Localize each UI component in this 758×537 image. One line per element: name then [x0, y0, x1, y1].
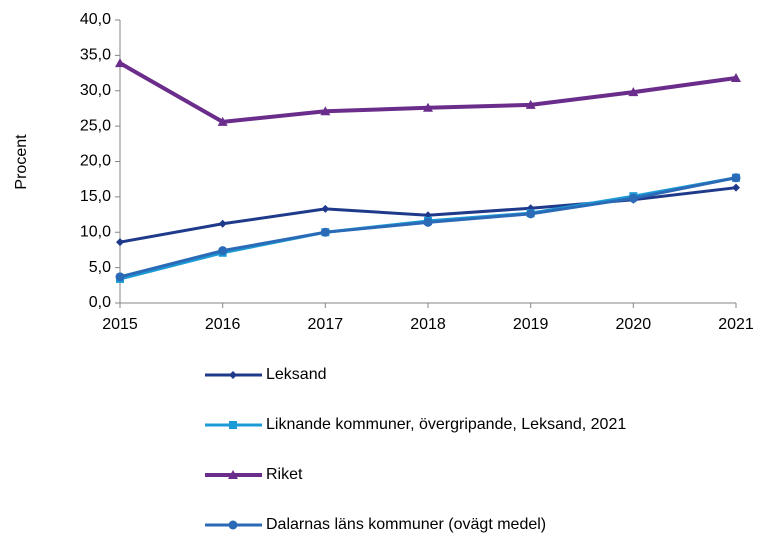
series-line — [119, 176, 737, 281]
data-point — [525, 99, 536, 109]
y-tick-label: 25,0 — [80, 117, 111, 134]
x-tick-label: 2021 — [718, 316, 754, 333]
x-tick-label: 2018 — [410, 316, 446, 333]
legend-label: Riket — [266, 466, 303, 483]
data-point — [320, 227, 330, 237]
series-line — [119, 176, 737, 279]
y-tick-label: 30,0 — [80, 82, 111, 99]
legend-marker — [229, 371, 237, 379]
data-point — [218, 246, 228, 256]
y-tick-label: 40,0 — [80, 11, 111, 28]
data-point — [115, 58, 125, 68]
data-point — [320, 106, 331, 116]
data-point — [423, 217, 433, 227]
series-line — [119, 61, 737, 124]
data-point — [423, 102, 433, 112]
x-tick-label: 2015 — [102, 316, 138, 333]
y-tick-label: 15,0 — [80, 188, 111, 205]
y-tick-label: 35,0 — [80, 47, 111, 64]
x-tick-label: 2017 — [308, 316, 344, 333]
data-point — [217, 116, 228, 126]
legend-label: Liknande kommuner, övergripande, Leksand… — [266, 416, 626, 433]
data-point — [115, 272, 125, 282]
data-point — [116, 238, 124, 247]
data-point — [218, 219, 227, 228]
data-point — [731, 173, 741, 183]
legend-label: Dalarnas läns kommuner (ovägt medel) — [266, 516, 546, 533]
legend-marker — [228, 520, 238, 530]
data-point — [321, 204, 330, 213]
legend-marker — [229, 421, 237, 429]
y-tick-label: 5,0 — [89, 259, 111, 276]
data-point — [628, 193, 638, 203]
data-point — [732, 183, 740, 192]
y-tick-label: 0,0 — [89, 294, 111, 311]
y-axis-label: Procent — [13, 134, 30, 190]
legend-label: Leksand — [266, 366, 327, 383]
y-tick-label: 10,0 — [80, 223, 111, 240]
y-tick-label: 20,0 — [80, 153, 111, 170]
data-point — [526, 209, 536, 219]
data-point — [731, 73, 741, 83]
x-tick-label: 2019 — [513, 316, 549, 333]
x-tick-label: 2016 — [205, 316, 241, 333]
data-point — [628, 87, 639, 97]
x-tick-label: 2020 — [616, 316, 652, 333]
legend-marker — [228, 470, 238, 479]
